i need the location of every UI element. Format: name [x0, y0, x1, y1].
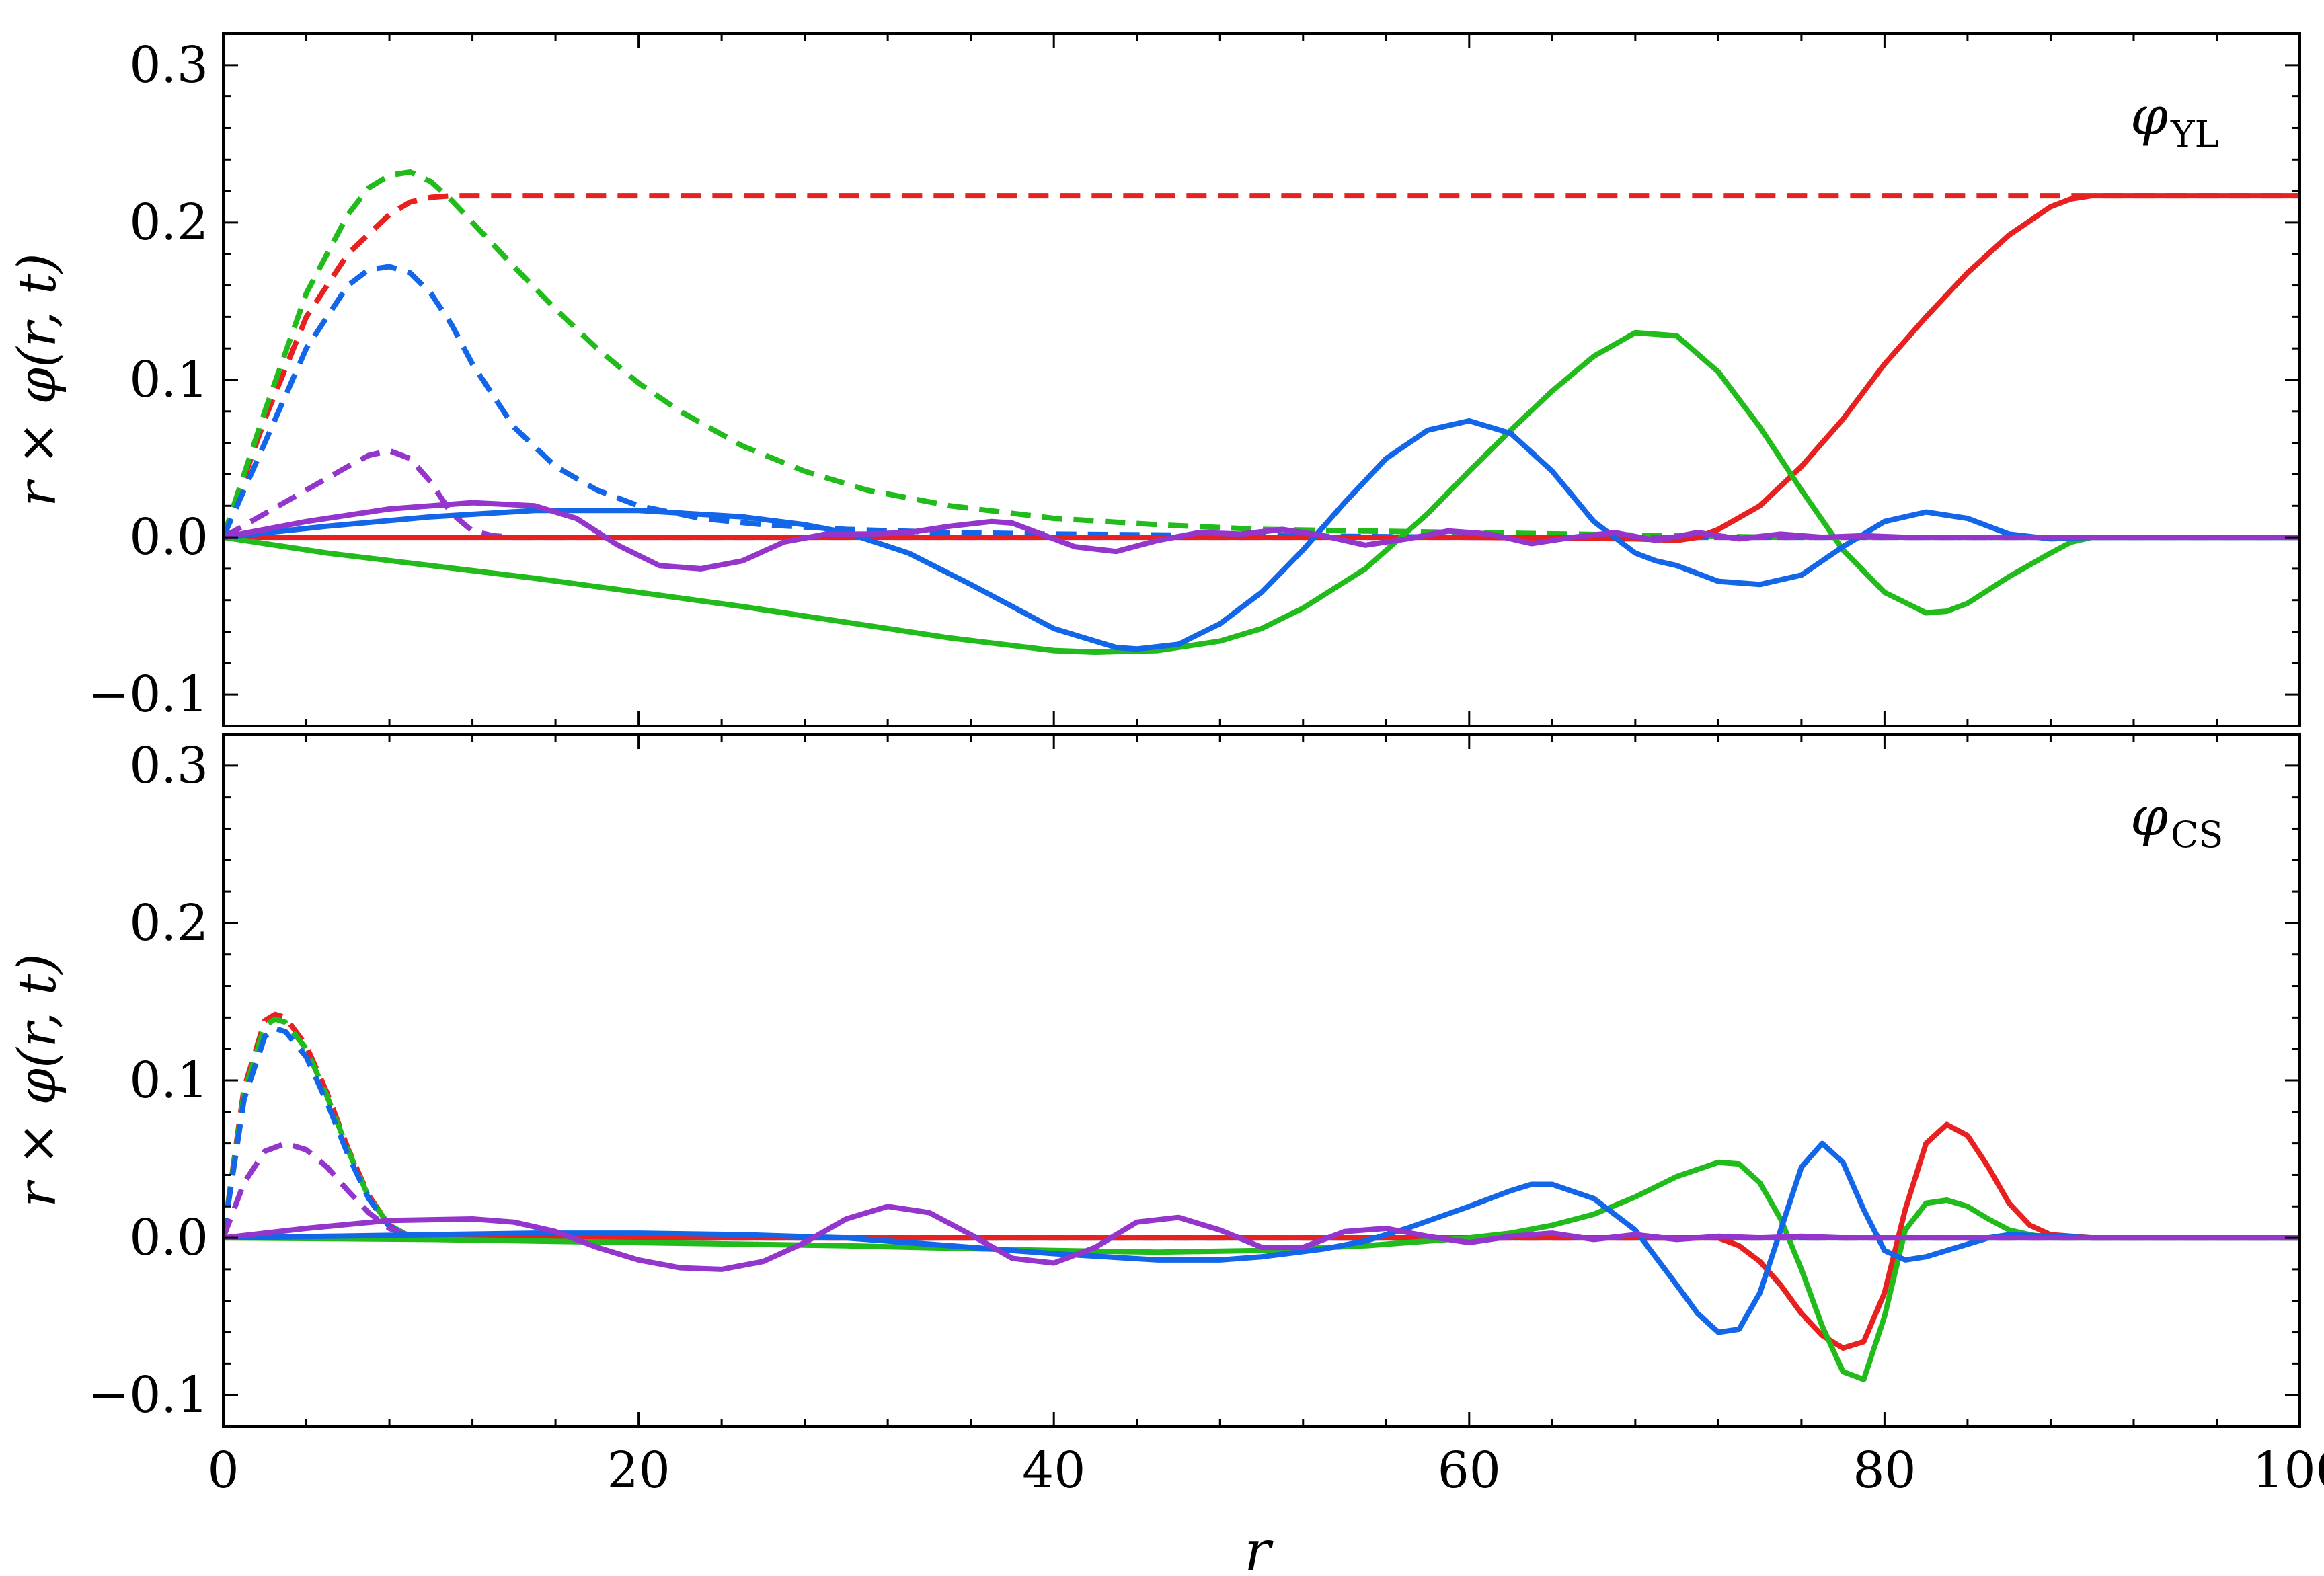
y-tick-label: 0.0: [129, 508, 208, 566]
x-tick-label: 100: [2252, 1442, 2324, 1499]
y-tick-label: 0.3: [129, 737, 208, 795]
plot-frame: [222, 733, 2301, 1428]
x-tick-label: 40: [1022, 1442, 1085, 1499]
ticks: [222, 32, 2301, 727]
series-line-dashed-1: [223, 1016, 2300, 1241]
series-line-dashed-3: [223, 1140, 2300, 1241]
x-axis-label: r: [1244, 1520, 1274, 1576]
panel-annotation: φCS: [2130, 785, 2223, 856]
panel-cs: −0.1 0.0 0.1 0.2 0.3 0 20 40 60 80 100 r × φ(r, t) φ…: [7, 733, 2324, 1499]
y-axis-label: r × φ(r, t): [7, 953, 68, 1207]
series-line-solid-5: [223, 329, 2300, 655]
y-tick-label: −0.1: [87, 666, 208, 723]
y-tick-label: −0.1: [87, 1366, 208, 1424]
series-line-solid-7: [223, 500, 2300, 572]
panel-annotation: φYL: [2130, 85, 2219, 155]
series-line-solid-7: [223, 1204, 2300, 1272]
y-tick-label: 0.2: [129, 894, 208, 952]
panel-annotation-sub: YL: [2170, 113, 2219, 155]
series-line-dashed-2: [223, 1025, 2300, 1241]
series-line-dashed-0: [223, 1011, 2300, 1241]
plot-area: [223, 169, 2300, 655]
y-axis-label: r × φ(r, t): [7, 253, 68, 506]
panel-annotation-main: φ: [2130, 85, 2168, 147]
series-line-dashed-0: [223, 193, 2300, 539]
series-line-solid-5: [223, 1159, 2300, 1382]
series-line-dashed-1: [223, 169, 2300, 541]
panel-annotation-sub: CS: [2171, 814, 2223, 856]
plot-area: [223, 1011, 2300, 1382]
x-tick-label: 80: [1853, 1442, 1916, 1499]
y-tick-label: 0.0: [129, 1209, 208, 1267]
series-line-solid-6: [223, 1140, 2300, 1335]
series-line-solid-6: [223, 418, 2300, 652]
panel-annotation-main: φ: [2130, 785, 2168, 848]
y-tick-label: 0.1: [129, 351, 208, 409]
y-tick-label: 0.1: [129, 1052, 208, 1109]
series-line-dashed-2: [223, 264, 2300, 541]
plot-frame: [222, 32, 2301, 727]
x-tick-label: 20: [607, 1442, 670, 1499]
x-tick-label: 60: [1438, 1442, 1501, 1499]
x-tick-label: 0: [207, 1442, 239, 1499]
ticks: [222, 733, 2301, 1428]
panel-yl: −0.1 0.0 0.1 0.2 0.3 r × φ(r, t) φYL: [7, 32, 2301, 727]
y-tick-label: 0.2: [129, 194, 208, 251]
series-line-solid-4: [223, 193, 2300, 543]
y-tick-label: 0.3: [129, 36, 208, 94]
